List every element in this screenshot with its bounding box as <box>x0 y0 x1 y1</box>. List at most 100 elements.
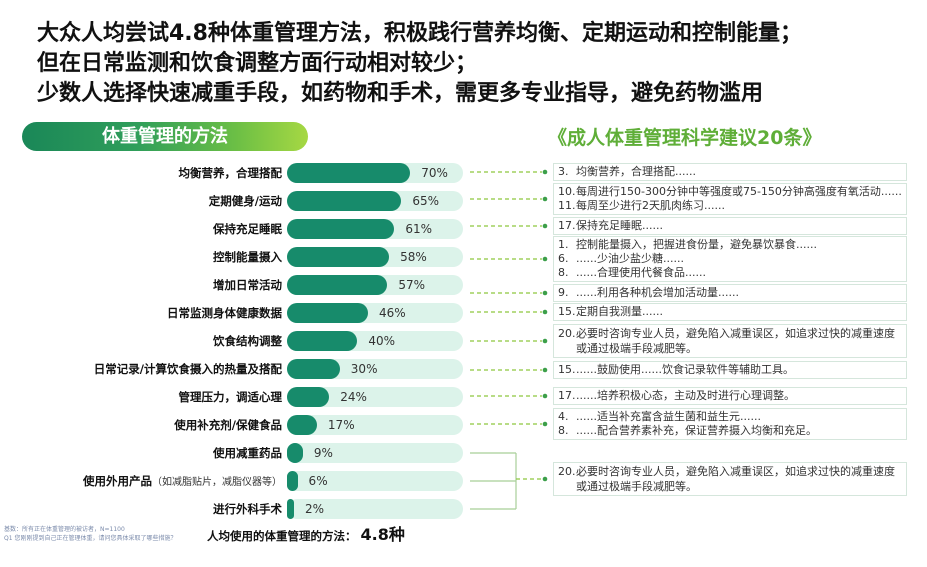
bar <box>287 387 330 407</box>
recommendation-text: 必要时咨询专业人员，避免陷入减重误区，如追求过快的减重速度或通过极端手段减肥等。 <box>576 327 895 355</box>
value-unit: % <box>366 362 378 376</box>
category-label: 使用减重药品 <box>0 443 282 463</box>
recommendation-box: 17. ......培养积极心态，主动及时进行心理调整。 <box>553 387 907 405</box>
bar <box>287 499 294 519</box>
bar-track <box>287 499 463 519</box>
value-unit: % <box>420 222 433 236</box>
value-label: 17% <box>328 415 355 435</box>
headline-line-1: 大众人均尝试4.8种体重管理方法，积极践行营养均衡、定期运动和控制能量； <box>37 21 802 46</box>
category-label: 均衡营养，合理搭配 <box>0 163 283 183</box>
recommendation-item: 15. 定期自我测量...... <box>558 305 902 319</box>
recommendation-text: ......少油少盐少糖...... <box>576 252 684 265</box>
category-label: 控制能量摄入 <box>0 247 282 267</box>
recommendation-box: 20. 必要时咨询专业人员，避免陷入减重误区，如追求过快的减重速度或通过极端手段减… <box>553 462 907 496</box>
recommendation-number: 15. <box>558 305 576 318</box>
recommendation-text: 定期自我测量...... <box>576 305 663 318</box>
value-unit: % <box>316 474 328 488</box>
recommendation-box: 10. 每周进行150-300分钟中等强度或75-150分钟高强度有氧活动....… <box>553 183 907 215</box>
value-label: 58% <box>400 247 427 267</box>
methods-section-title: 体重管理的方法 <box>102 126 228 147</box>
value-unit: % <box>321 446 333 460</box>
recommendation-box: 20. 必要时咨询专业人员，避免陷入减重误区，如追求过快的减重速度或通过极端手段减… <box>553 324 907 358</box>
value-number: 46 <box>378 306 395 320</box>
category-name: 定期健身/运动 <box>208 194 282 208</box>
bar <box>287 219 395 239</box>
value-label: 57% <box>398 275 425 295</box>
recommendation-item: 8. ......合理使用代餐食品...... <box>558 266 902 280</box>
category-name: 增加日常活动 <box>213 278 282 292</box>
headline: 大众人均尝试4.8种体重管理方法，积极践行营养均衡、定期运动和控制能量； 但在日… <box>37 19 802 109</box>
recommendation-text: ......鼓励使用......饮食记录软件等辅助工具。 <box>576 363 794 376</box>
value-label: 9% <box>314 443 333 463</box>
recommendation-number: 1. <box>558 238 569 251</box>
footnote-base: 基数：所有正在体重管理的被访者，N=1100 <box>4 526 125 533</box>
category-name: 进行外科手术 <box>213 502 282 516</box>
value-number: 57 <box>398 278 414 292</box>
value-label: 40% <box>368 331 395 351</box>
recommendation-text: 均衡营养，合理搭配...... <box>576 165 696 178</box>
recommendation-number: 3. <box>558 165 569 178</box>
value-unit: % <box>436 166 448 180</box>
category-name: 保持充足睡眠 <box>213 222 282 236</box>
value-number: 6 <box>308 474 317 488</box>
value-unit: % <box>415 250 427 264</box>
category-name: 使用减重药品 <box>213 446 282 460</box>
recommendation-number: 8. <box>558 424 569 437</box>
bar <box>287 191 402 211</box>
recommendation-number: 6. <box>558 252 569 265</box>
recommendation-item: 15. ......鼓励使用......饮食记录软件等辅助工具。 <box>558 363 902 377</box>
recommendation-item: 6. ......少油少盐少糖...... <box>558 252 902 266</box>
value-number: 24 <box>340 390 356 404</box>
recommendation-number: 4. <box>558 410 569 423</box>
recommendation-box: 1. 控制能量摄入，把握进食份量，避免暴饮暴食...... 6. ......少油少盐… <box>553 236 907 282</box>
category-label: 使用外用产品（如减脂贴片，减脂仪器等） <box>0 471 282 491</box>
category-note: （如减脂贴片，减脂仪器等） <box>152 477 282 488</box>
recommendation-text: ......适当补充富含益生菌和益生元...... <box>576 410 761 423</box>
bar-track <box>287 443 463 463</box>
recommendation-number: 17. <box>558 219 576 232</box>
average-methods-summary: 人均使用的体重管理的方法： 4.8种 <box>207 521 405 545</box>
footnote-question: Q1 您刚刚提到自己正在管理体重，请问您具体采取了哪些措施？ <box>4 535 177 542</box>
value-number: 17 <box>327 418 344 432</box>
bar-track <box>287 387 463 407</box>
bar-track <box>287 415 463 435</box>
recommendation-item: 20. 必要时咨询专业人员，避免陷入减重误区，如追求过快的减重速度或通过极端手段减… <box>558 326 902 356</box>
bar <box>287 275 388 295</box>
recommendation-item: 17. ......培养积极心态，主动及时进行心理调整。 <box>558 389 902 403</box>
recommendation-item: 10. 每周进行150-300分钟中等强度或75-150分钟高强度有氧活动....… <box>558 185 902 199</box>
headline-line-3: 少数人选择快速减重手段，如药物和手术，需更多专业指导，避免药物滥用 <box>37 81 764 106</box>
value-number: 58 <box>400 250 416 264</box>
value-number: 70 <box>421 166 437 180</box>
value-number: 65 <box>412 194 428 208</box>
recommendation-item: 17. 保持充足睡眠...... <box>558 219 902 233</box>
recommendation-box: 3. 均衡营养，合理搭配...... <box>553 163 907 181</box>
category-label: 定期健身/运动 <box>0 191 282 211</box>
recommendation-item: 9. ......利用各种机会增加活动量...... <box>558 286 902 300</box>
category-name: 控制能量摄入 <box>213 250 282 264</box>
category-label: 日常监测身体健康数据 <box>0 303 282 323</box>
value-number: 61 <box>405 222 421 236</box>
recommendation-text: 必要时咨询专业人员，避免陷入减重误区，如追求过快的减重速度或通过极端手段减肥等。 <box>576 465 895 493</box>
recommendation-text: ......配合营养素补充，保证营养摄入均衡和充足。 <box>576 424 817 437</box>
category-label: 饮食结构调整 <box>0 331 282 351</box>
category-label: 保持充足睡眠 <box>0 219 282 239</box>
recommendation-number: 11. <box>558 199 576 212</box>
category-label: 进行外科手术 <box>0 499 282 519</box>
category-label: 使用补充剂/保健食品 <box>0 415 282 435</box>
value-label: 24% <box>340 387 367 407</box>
bar <box>287 331 358 351</box>
value-unit: % <box>312 502 325 516</box>
recommendation-number: 8. <box>558 266 569 279</box>
bar <box>287 163 411 183</box>
value-label: 61% <box>405 219 432 239</box>
bar <box>287 247 390 267</box>
value-unit: % <box>427 194 440 208</box>
category-name: 使用补充剂/保健食品 <box>174 418 282 432</box>
recommendation-number: 10. <box>558 185 576 198</box>
recommendation-number: 20. <box>558 465 576 478</box>
recommendation-box: 9. ......利用各种机会增加活动量...... <box>553 284 907 302</box>
category-name: 管理压力，调适心理 <box>178 390 283 404</box>
value-unit: % <box>413 278 425 292</box>
bar <box>287 303 368 323</box>
